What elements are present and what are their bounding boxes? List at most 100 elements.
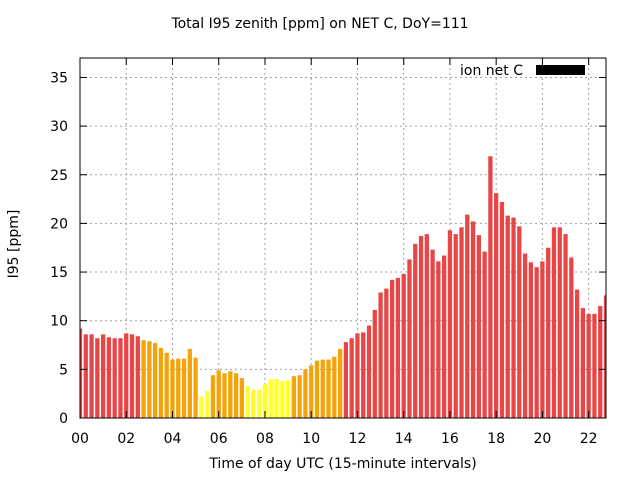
legend-label: ion net C — [460, 63, 523, 79]
bar — [546, 247, 551, 418]
bar — [337, 348, 343, 418]
bar — [586, 313, 591, 418]
bar — [592, 313, 597, 418]
x-tick-label: 16 — [441, 431, 459, 447]
chart-title: Total I95 zenith [ppm] on NET C, DoY=111 — [171, 16, 469, 32]
x-axis-label: Time of day UTC (15-minute intervals) — [209, 456, 477, 472]
bar — [418, 236, 424, 418]
bar — [112, 338, 117, 418]
bar — [465, 214, 470, 418]
x-tick-label: 04 — [164, 431, 182, 447]
bar — [251, 389, 256, 418]
bar — [476, 235, 481, 418]
bar — [551, 227, 557, 418]
bar — [447, 230, 453, 418]
bar — [534, 267, 539, 418]
bar — [176, 358, 181, 418]
bar — [147, 341, 152, 418]
bar — [332, 356, 337, 418]
x-tick-label: 02 — [117, 431, 135, 447]
bar — [343, 342, 349, 418]
bar — [598, 306, 603, 418]
x-tick-label: 06 — [210, 431, 228, 447]
bar — [389, 279, 395, 418]
bar — [205, 390, 210, 418]
bar — [158, 347, 164, 418]
bar — [488, 156, 493, 418]
bar — [257, 389, 262, 418]
bar — [80, 328, 83, 418]
bar — [181, 358, 187, 418]
bar — [153, 343, 158, 418]
bar — [262, 383, 268, 418]
bar — [170, 359, 175, 418]
bar — [187, 348, 192, 418]
bar — [280, 381, 285, 418]
bar — [210, 375, 216, 418]
bar — [314, 360, 320, 418]
x-tick-label: 20 — [534, 431, 552, 447]
bar — [372, 310, 377, 418]
bar — [453, 234, 458, 418]
axes: 0 5 10 15 20 25 30 35 00 02 04 06 08 10 12 14 16 18 20 22 — [50, 57, 607, 447]
y-tick-label: 0 — [59, 411, 68, 427]
x-tick-label: 22 — [580, 431, 598, 447]
bar — [355, 333, 360, 418]
y-tick-label: 5 — [59, 362, 68, 378]
bar — [407, 259, 412, 418]
bar — [349, 338, 354, 418]
x-tick-label: 08 — [256, 431, 274, 447]
bar — [245, 385, 250, 418]
bar — [459, 227, 464, 418]
bar — [574, 289, 580, 418]
bar — [517, 226, 522, 418]
bar — [528, 262, 533, 418]
bar — [430, 249, 435, 418]
y-tick-label: 25 — [50, 168, 68, 184]
plot-frame — [79, 57, 607, 419]
bar — [216, 370, 221, 418]
bar — [118, 338, 123, 418]
bar — [511, 217, 516, 418]
legend: ion net C — [460, 63, 585, 79]
bar — [141, 340, 146, 418]
bar — [395, 277, 401, 418]
bar — [540, 261, 545, 418]
bar — [326, 359, 331, 418]
bar — [222, 373, 227, 418]
bar — [580, 308, 586, 418]
bar — [499, 202, 505, 418]
bar — [239, 378, 244, 418]
bar — [164, 352, 169, 418]
bar — [366, 325, 372, 418]
bar — [285, 380, 291, 418]
bar — [320, 359, 325, 418]
bar — [268, 379, 273, 418]
bar — [124, 333, 129, 418]
y-tick-label: 35 — [50, 70, 68, 86]
bar — [297, 375, 302, 418]
x-tick-label: 12 — [349, 431, 367, 447]
bar — [89, 334, 94, 418]
y-tick-label: 15 — [50, 265, 68, 281]
bar — [193, 357, 198, 418]
bar — [106, 337, 112, 418]
bar — [522, 253, 528, 418]
bar — [494, 193, 499, 418]
bar — [378, 292, 383, 418]
x-tick-label: 18 — [487, 431, 505, 447]
bar — [228, 371, 233, 418]
bar — [436, 261, 441, 418]
bar — [603, 295, 606, 418]
x-tick-label: 00 — [71, 431, 89, 447]
bar — [135, 336, 140, 418]
bar — [482, 251, 487, 418]
bar — [557, 227, 562, 418]
y-tick-label: 30 — [50, 119, 68, 135]
bar — [303, 369, 308, 418]
bar — [384, 288, 389, 418]
y-tick-label: 20 — [50, 216, 68, 232]
bar — [233, 373, 239, 418]
